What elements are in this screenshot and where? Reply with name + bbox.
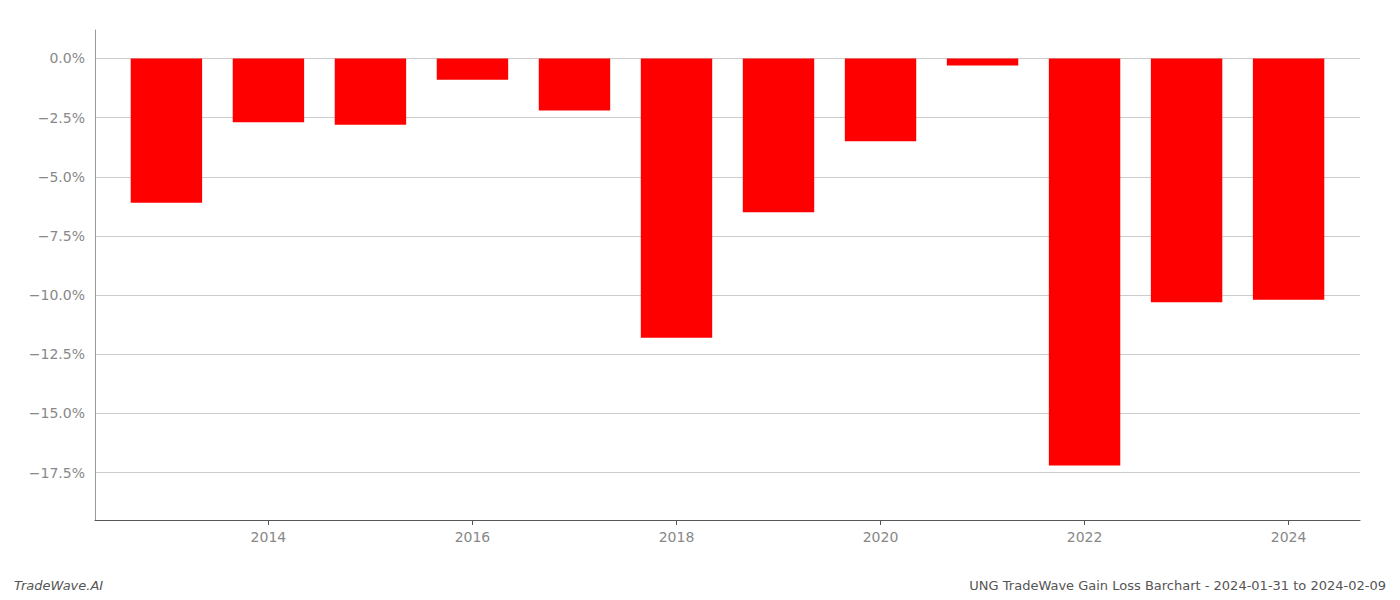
- svg-text:2022: 2022: [1067, 529, 1103, 545]
- svg-text:−12.5%: −12.5%: [29, 346, 85, 362]
- svg-text:−15.0%: −15.0%: [29, 405, 85, 421]
- svg-text:UNG TradeWave Gain Loss Barcha: UNG TradeWave Gain Loss Barchart - 2024-…: [969, 578, 1386, 593]
- svg-text:0.0%: 0.0%: [49, 50, 85, 66]
- svg-text:2024: 2024: [1271, 529, 1307, 545]
- svg-text:2018: 2018: [659, 529, 695, 545]
- svg-text:TradeWave.AI: TradeWave.AI: [14, 578, 103, 593]
- svg-text:−17.5%: −17.5%: [29, 465, 85, 481]
- svg-text:−10.0%: −10.0%: [29, 287, 85, 303]
- svg-text:−7.5%: −7.5%: [38, 228, 85, 244]
- svg-text:−2.5%: −2.5%: [38, 110, 85, 126]
- svg-text:2014: 2014: [251, 529, 287, 545]
- svg-text:2020: 2020: [863, 529, 899, 545]
- svg-text:2016: 2016: [455, 529, 491, 545]
- svg-text:−5.0%: −5.0%: [38, 169, 85, 185]
